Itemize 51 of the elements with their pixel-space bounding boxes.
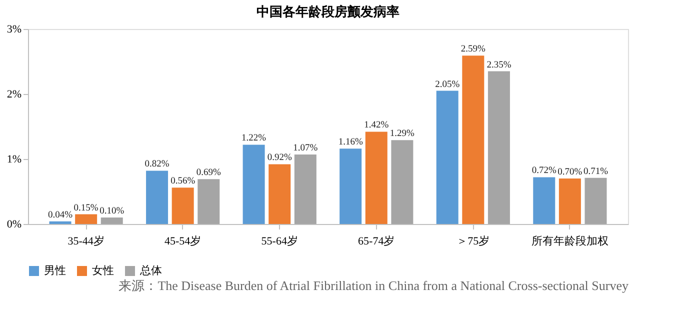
y-tick-label: 1%: [6, 154, 22, 166]
data-label: 1.22%: [242, 134, 266, 144]
data-label: 0.82%: [144, 160, 170, 170]
data-label: 0.70%: [558, 168, 582, 178]
bar: [294, 154, 316, 224]
data-label: 1.42%: [364, 120, 389, 131]
y-tick-label: 2%: [6, 88, 22, 100]
bar: [436, 90, 458, 224]
bar: [146, 170, 168, 224]
bar: [75, 214, 98, 224]
bar: [172, 188, 194, 224]
data-label: 2.35%: [486, 60, 512, 70]
data-label: 1.16%: [338, 138, 363, 148]
chart-title: 中国各年龄段房颤发病率: [256, 4, 400, 19]
bar: [340, 148, 362, 224]
data-label: 0.15%: [74, 203, 98, 214]
data-label: 0.04%: [48, 210, 73, 220]
bar: [462, 56, 484, 224]
bar: [242, 144, 265, 224]
y-tick-label: 3%: [6, 24, 22, 36]
data-label: 0.69%: [196, 168, 221, 178]
bar: [198, 179, 220, 224]
bar: [100, 218, 123, 224]
y-tick-label: 0%: [6, 218, 22, 230]
bar: [533, 177, 556, 224]
bar: [584, 178, 607, 224]
x-tick-label: 35-44岁: [68, 236, 104, 248]
x-tick-label: 65-74岁: [358, 236, 395, 248]
bar: [488, 71, 510, 224]
x-tick-label: 所有年龄段加权: [531, 234, 608, 248]
data-label: 2.59%: [460, 44, 486, 55]
data-label: 2.05%: [435, 80, 460, 90]
data-label: 0.10%: [100, 206, 124, 216]
bar: [365, 132, 388, 224]
data-label: 1.29%: [390, 129, 415, 140]
legend-label: 女性: [92, 265, 114, 277]
bar: [268, 164, 291, 224]
data-label: 0.71%: [583, 166, 608, 177]
x-tick-label: 45-54岁: [164, 236, 202, 248]
legend-label: 总体: [139, 264, 162, 277]
data-label: 0.72%: [532, 166, 556, 176]
x-tick-label: ＞75岁: [456, 236, 490, 248]
legend-label: 男性: [44, 265, 66, 277]
bar: [558, 178, 581, 224]
data-label: 0.56%: [170, 176, 196, 187]
x-tick-label: 55-64岁: [261, 236, 298, 248]
bar: [391, 140, 414, 224]
data-label: 1.07%: [293, 143, 318, 154]
bar: [49, 221, 72, 224]
source-note: 来源：The Disease Burden of Atrial Fibrillation in China from a National Cross-sectional Survey: [118, 278, 629, 293]
data-label: 0.92%: [267, 153, 292, 164]
